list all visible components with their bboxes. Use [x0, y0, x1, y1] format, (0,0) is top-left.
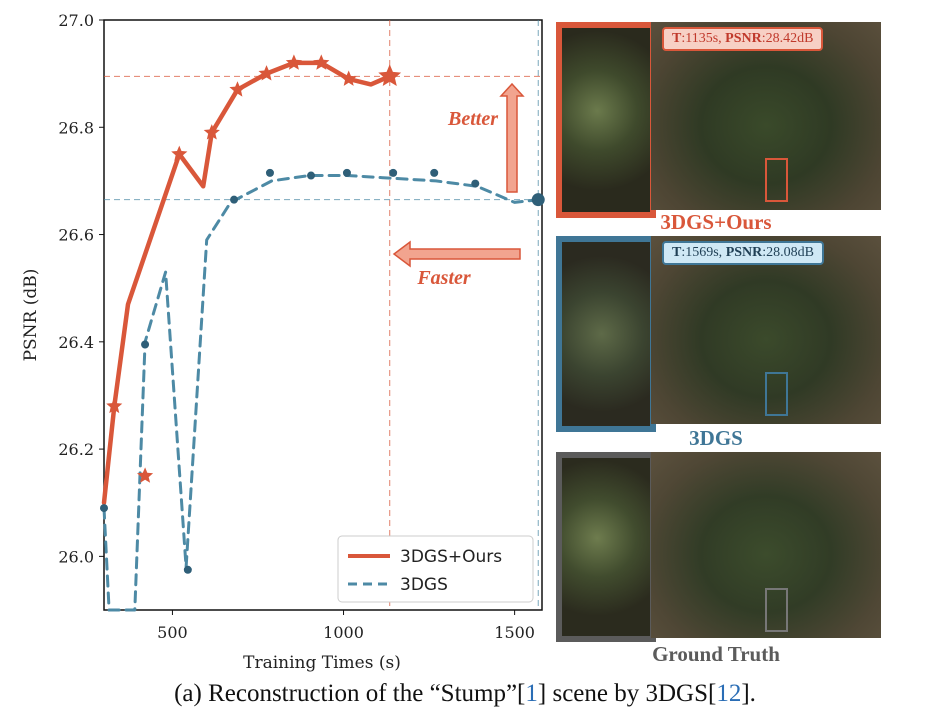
- baseline-metrics-badge: T:1569s, PSNR:28.08dB: [662, 241, 824, 265]
- baseline-dot-marker: [265, 168, 274, 177]
- x-axis-ticks: 500 1000 1500: [157, 610, 535, 642]
- ours-badge-p-key: PSNR: [725, 31, 762, 46]
- baseline-end-marker: [531, 193, 545, 207]
- ours-badge-t-val: :1135s,: [681, 31, 726, 46]
- baseline-panel-label: 3DGS: [689, 426, 743, 450]
- gt-panel-label: Ground Truth: [652, 642, 780, 666]
- better-annotation: Better: [447, 108, 498, 130]
- y-axis-label: PSNR (dB): [21, 269, 41, 362]
- baseline-dot-marker: [230, 195, 239, 204]
- baseline-badge-t-val: :1569s,: [681, 245, 726, 260]
- faster-arrow: [392, 240, 521, 268]
- baseline-crop-thumbnail: [556, 236, 656, 432]
- ours-star-marker: [258, 65, 275, 81]
- y-tick-label: 27.0: [58, 11, 94, 30]
- baseline-badge-p-val: :28.08dB: [762, 245, 814, 260]
- ours-panel-label: 3DGS+Ours: [660, 210, 772, 234]
- legend-baseline-label: 3DGS: [400, 575, 448, 595]
- ours-full-render: [651, 22, 881, 210]
- ours-star-marker: [229, 81, 246, 97]
- baseline-full-render: [651, 236, 881, 424]
- caption-suffix: ].: [741, 680, 756, 707]
- ours-star-marker: [313, 54, 330, 70]
- ours-metrics-badge: T:1135s, PSNR:28.42dB: [662, 27, 824, 51]
- ours-star-marker: [203, 124, 220, 140]
- ours-badge-t-key: T: [672, 31, 682, 46]
- baseline-dot-marker: [307, 171, 316, 180]
- y-tick-label: 26.0: [58, 547, 94, 566]
- gt-zoom-box: [765, 588, 788, 632]
- caption-ref-2[interactable]: 12: [716, 680, 742, 707]
- reference-lines: [104, 20, 542, 610]
- marker-layer: [100, 54, 545, 574]
- legend: 3DGS+Ours 3DGS: [337, 535, 534, 603]
- baseline-zoom-box: [765, 372, 788, 416]
- better-arrow: [499, 82, 525, 193]
- baseline-series-line: [102, 174, 540, 612]
- legend-ours-label: 3DGS+Ours: [400, 547, 502, 567]
- x-tick-label: 1000: [323, 623, 364, 642]
- baseline-dot-marker: [342, 168, 351, 177]
- baseline-dot-marker: [141, 340, 150, 349]
- baseline-dot-marker: [430, 168, 439, 177]
- faster-annotation: Faster: [416, 267, 471, 289]
- baseline-badge-p-key: PSNR: [725, 245, 763, 260]
- caption-prefix: (a) Reconstruction of the “Stump”[: [174, 680, 526, 707]
- y-tick-label: 26.6: [58, 226, 94, 245]
- psnr-training-time-chart: 26.0 26.2 26.4 26.6 26.8 27.0 500 1000 1500 PSN…: [21, 11, 545, 673]
- ours-star-marker: [137, 467, 154, 483]
- ours-star-marker: [285, 54, 302, 70]
- baseline-dot-marker: [100, 504, 108, 513]
- ours-star-marker: [106, 397, 123, 414]
- ours-badge-p-val: :28.42dB: [761, 31, 814, 46]
- ours-star-marker: [340, 70, 357, 86]
- ours-star-marker: [171, 145, 188, 161]
- x-tick-label: 1500: [494, 623, 535, 642]
- gt-crop-thumbnail: [556, 452, 656, 642]
- y-tick-label: 26.8: [58, 118, 94, 137]
- baseline-dot-marker: [183, 565, 192, 574]
- y-tick-label: 26.2: [58, 440, 94, 459]
- plot-area: [103, 19, 543, 611]
- baseline-dot-marker: [389, 168, 398, 177]
- ours-zoom-box: [765, 158, 788, 202]
- baseline-badge-t-key: T: [672, 245, 682, 260]
- y-tick-label: 26.4: [58, 333, 94, 352]
- gt-full-render: [651, 452, 881, 638]
- caption-ref-1[interactable]: 1: [525, 680, 538, 707]
- figure-caption: (a) Reconstruction of the “Stump”[1] sce…: [0, 680, 930, 708]
- y-axis-ticks: 26.0 26.2 26.4 26.6 26.8 27.0: [58, 11, 104, 566]
- x-tick-label: 500: [157, 623, 188, 642]
- ours-crop-thumbnail: [556, 22, 656, 218]
- caption-middle: ] scene by 3DGS[: [537, 680, 717, 707]
- x-axis-label: Training Times (s): [243, 653, 401, 673]
- baseline-dot-marker: [471, 179, 480, 188]
- ours-star-marker: [378, 64, 402, 86]
